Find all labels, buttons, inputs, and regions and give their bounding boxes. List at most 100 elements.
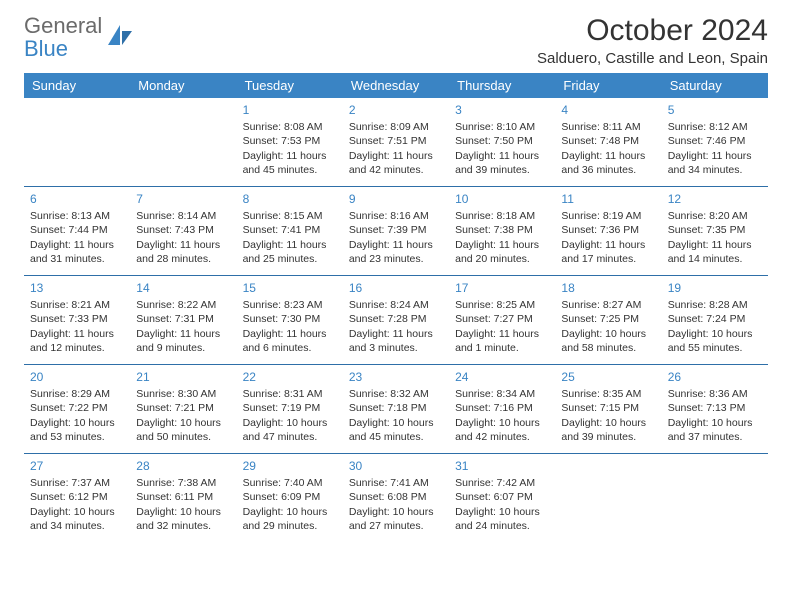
day-details: Sunrise: 7:38 AM Sunset: 6:11 PM Dayligh… [136, 476, 230, 533]
day-cell: 25 Sunrise: 8:35 AM Sunset: 7:15 PM Dayli… [555, 365, 661, 453]
dow-saturday: Saturday [662, 73, 768, 98]
day-number: 5 [668, 102, 762, 118]
day-cell [555, 454, 661, 542]
day-cell: 19Sunrise: 8:28 AM Sunset: 7:24 PM Dayli… [662, 276, 768, 364]
day-number: 4 [561, 102, 655, 118]
day-details: Sunrise: 7:41 AM Sunset: 6:08 PM Dayligh… [349, 476, 443, 533]
day-cell: 23Sunrise: 8:32 AM Sunset: 7:18 PM Dayli… [343, 365, 449, 453]
day-number: 16 [349, 280, 443, 296]
day-number: 2 [349, 102, 443, 118]
day-of-week-header: Sunday Monday Tuesday Wednesday Thursday… [24, 73, 768, 98]
day-details: Sunrise: 8:13 AM Sunset: 7:44 PM Dayligh… [30, 209, 124, 266]
day-details: Sunrise: 8:36 AM Sunset: 7:13 PM Dayligh… [668, 387, 762, 444]
day-cell: 6 Sunrise: 8:13 AM Sunset: 7:44 PM Daylig… [24, 187, 130, 275]
day-details: Sunrise: 7:42 AM Sunset: 6:07 PM Dayligh… [455, 476, 549, 533]
day-number: 29 [243, 458, 337, 474]
day-details: Sunrise: 8:27 AM Sunset: 7:25 PM Dayligh… [561, 298, 655, 355]
day-cell: 21 Sunrise: 8:30 AM Sunset: 7:21 PM Dayli… [130, 365, 236, 453]
day-cell: 20 Sunrise: 8:29 AM Sunset: 7:22 PM Dayli… [24, 365, 130, 453]
brand-word-2: Blue [24, 37, 68, 60]
day-cell [662, 454, 768, 542]
day-details: Sunrise: 8:23 AM Sunset: 7:30 PM Dayligh… [243, 298, 337, 355]
week-row: 20 Sunrise: 8:29 AM Sunset: 7:22 PM Dayli… [24, 364, 768, 453]
day-details: Sunrise: 7:37 AM Sunset: 6:12 PM Dayligh… [30, 476, 124, 533]
day-details: Sunrise: 8:09 AM Sunset: 7:51 PM Dayligh… [349, 120, 443, 177]
day-details: Sunrise: 8:19 AM Sunset: 7:36 PM Dayligh… [561, 209, 655, 266]
day-cell: 9Sunrise: 8:16 AM Sunset: 7:39 PM Daylig… [343, 187, 449, 275]
day-number: 22 [243, 369, 337, 385]
day-number: 7 [136, 191, 230, 207]
day-number: 27 [30, 458, 124, 474]
day-details: Sunrise: 8:24 AM Sunset: 7:28 PM Dayligh… [349, 298, 443, 355]
day-cell: 22Sunrise: 8:31 AM Sunset: 7:19 PM Dayli… [237, 365, 343, 453]
day-cell: 5 Sunrise: 8:12 AM Sunset: 7:46 PM Daylig… [662, 98, 768, 186]
day-cell: 26 Sunrise: 8:36 AM Sunset: 7:13 PM Dayli… [662, 365, 768, 453]
day-details: Sunrise: 8:08 AM Sunset: 7:53 PM Dayligh… [243, 120, 337, 177]
brand-word-1: General [24, 14, 102, 37]
day-details: Sunrise: 8:35 AM Sunset: 7:15 PM Dayligh… [561, 387, 655, 444]
day-number: 14 [136, 280, 230, 296]
day-cell: 11 Sunrise: 8:19 AM Sunset: 7:36 PM Dayli… [555, 187, 661, 275]
day-details: Sunrise: 7:40 AM Sunset: 6:09 PM Dayligh… [243, 476, 337, 533]
day-details: Sunrise: 8:29 AM Sunset: 7:22 PM Dayligh… [30, 387, 124, 444]
day-number: 6 [30, 191, 124, 207]
day-number: 21 [136, 369, 230, 385]
day-number: 13 [30, 280, 124, 296]
day-number: 31 [455, 458, 549, 474]
day-number: 11 [561, 191, 655, 207]
day-number: 15 [243, 280, 337, 296]
day-number: 17 [455, 280, 549, 296]
day-details: Sunrise: 8:20 AM Sunset: 7:35 PM Dayligh… [668, 209, 762, 266]
dow-sunday: Sunday [24, 73, 130, 98]
day-number: 8 [243, 191, 337, 207]
day-cell: 7Sunrise: 8:14 AM Sunset: 7:43 PM Daylig… [130, 187, 236, 275]
title-block: October 2024 Salduero, Castille and Leon… [537, 14, 768, 67]
day-details: Sunrise: 8:16 AM Sunset: 7:39 PM Dayligh… [349, 209, 443, 266]
day-number: 20 [30, 369, 124, 385]
day-cell: 2 Sunrise: 8:09 AM Sunset: 7:51 PM Daylig… [343, 98, 449, 186]
day-cell: 8 Sunrise: 8:15 AM Sunset: 7:41 PM Daylig… [237, 187, 343, 275]
day-cell: 14Sunrise: 8:22 AM Sunset: 7:31 PM Dayli… [130, 276, 236, 364]
day-number: 24 [455, 369, 549, 385]
dow-friday: Friday [555, 73, 661, 98]
day-cell: 1Sunrise: 8:08 AM Sunset: 7:53 PM Daylig… [237, 98, 343, 186]
day-cell [24, 98, 130, 186]
day-details: Sunrise: 8:25 AM Sunset: 7:27 PM Dayligh… [455, 298, 549, 355]
brand-logo: General Blue [24, 14, 134, 60]
location-label: Salduero, Castille and Leon, Spain [537, 50, 768, 67]
page-title: October 2024 [537, 14, 768, 48]
calendar: Sunday Monday Tuesday Wednesday Thursday… [24, 73, 768, 542]
day-cell: 27 Sunrise: 7:37 AM Sunset: 6:12 PM Dayli… [24, 454, 130, 542]
day-cell: 24 Sunrise: 8:34 AM Sunset: 7:16 PM Dayli… [449, 365, 555, 453]
day-number: 26 [668, 369, 762, 385]
day-cell: 18Sunrise: 8:27 AM Sunset: 7:25 PM Dayli… [555, 276, 661, 364]
day-details: Sunrise: 8:21 AM Sunset: 7:33 PM Dayligh… [30, 298, 124, 355]
day-number: 25 [561, 369, 655, 385]
header: General Blue October 2024 Salduero, Cast… [24, 14, 768, 67]
day-number: 3 [455, 102, 549, 118]
day-details: Sunrise: 8:10 AM Sunset: 7:50 PM Dayligh… [455, 120, 549, 177]
day-number: 23 [349, 369, 443, 385]
day-details: Sunrise: 8:30 AM Sunset: 7:21 PM Dayligh… [136, 387, 230, 444]
day-details: Sunrise: 8:15 AM Sunset: 7:41 PM Dayligh… [243, 209, 337, 266]
day-details: Sunrise: 8:11 AM Sunset: 7:48 PM Dayligh… [561, 120, 655, 177]
dow-monday: Monday [130, 73, 236, 98]
day-cell: 4 Sunrise: 8:11 AM Sunset: 7:48 PM Daylig… [555, 98, 661, 186]
day-cell: 17 Sunrise: 8:25 AM Sunset: 7:27 PM Dayli… [449, 276, 555, 364]
day-details: Sunrise: 8:34 AM Sunset: 7:16 PM Dayligh… [455, 387, 549, 444]
day-number: 12 [668, 191, 762, 207]
day-cell: 30 Sunrise: 7:41 AM Sunset: 6:08 PM Dayli… [343, 454, 449, 542]
day-number: 30 [349, 458, 443, 474]
day-cell: 3 Sunrise: 8:10 AM Sunset: 7:50 PM Daylig… [449, 98, 555, 186]
dow-wednesday: Wednesday [343, 73, 449, 98]
week-row: 6 Sunrise: 8:13 AM Sunset: 7:44 PM Daylig… [24, 186, 768, 275]
week-row: 13 Sunrise: 8:21 AM Sunset: 7:33 PM Dayli… [24, 275, 768, 364]
day-cell: 31 Sunrise: 7:42 AM Sunset: 6:07 PM Dayli… [449, 454, 555, 542]
day-cell: 28 Sunrise: 7:38 AM Sunset: 6:11 PM Dayli… [130, 454, 236, 542]
day-details: Sunrise: 8:12 AM Sunset: 7:46 PM Dayligh… [668, 120, 762, 177]
day-cell: 15 Sunrise: 8:23 AM Sunset: 7:30 PM Dayli… [237, 276, 343, 364]
day-cell: 16 Sunrise: 8:24 AM Sunset: 7:28 PM Dayli… [343, 276, 449, 364]
sail-icon [106, 23, 134, 51]
day-number: 28 [136, 458, 230, 474]
week-row: 1Sunrise: 8:08 AM Sunset: 7:53 PM Daylig… [24, 98, 768, 186]
